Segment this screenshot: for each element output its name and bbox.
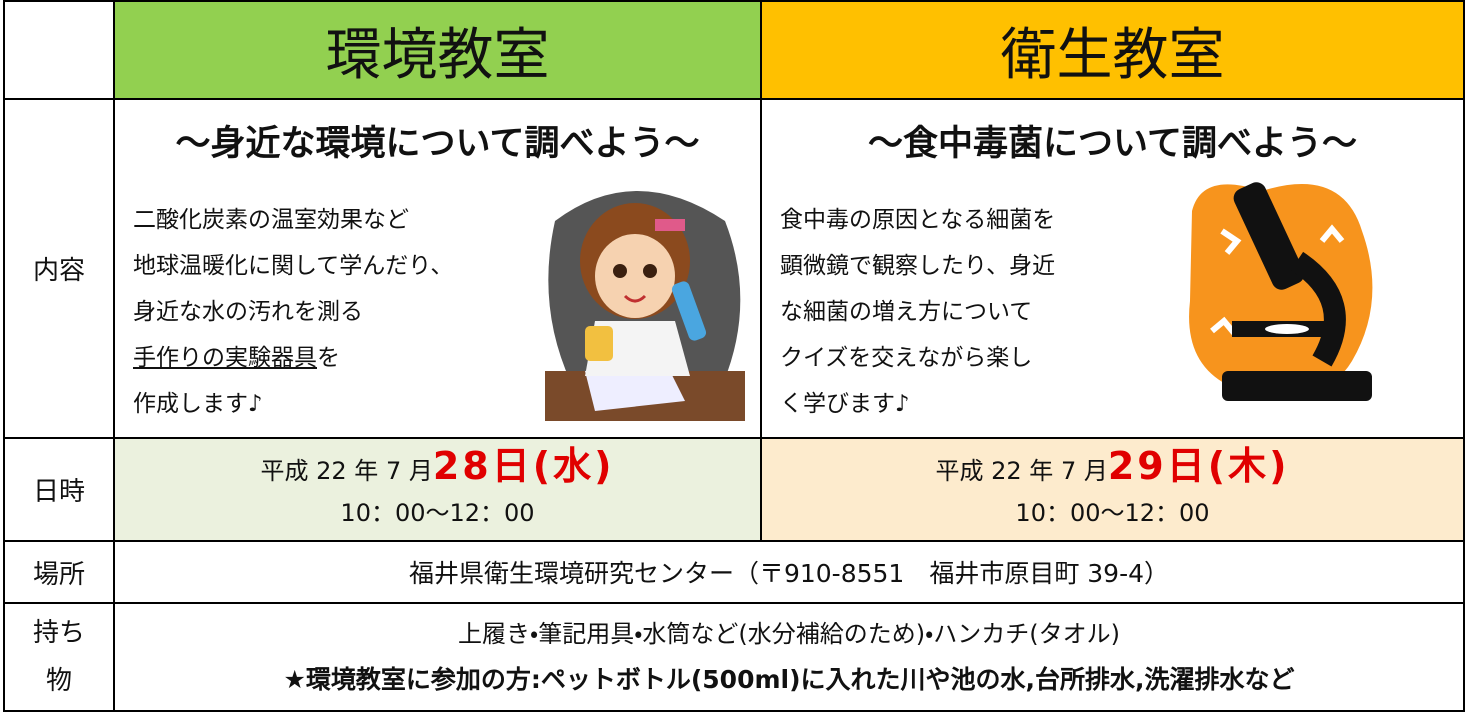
- time: 10：00～12：00: [1015, 499, 1210, 527]
- content-environment: ～身近な環境について調べよう～ 二酸化炭素の温室効果など 地球温暖化に関して学ん…: [113, 98, 762, 439]
- row-label: 持ち物: [3, 602, 115, 712]
- date-line: 平成 22 年 7 月29日(木): [762, 445, 1463, 492]
- underlined-text: 手作りの実験器具: [133, 345, 317, 371]
- line: 地球温暖化に関して学んだり、: [133, 253, 454, 279]
- line: 身近な水の汚れを測る: [133, 299, 363, 325]
- line: 手作りの実験器具を: [133, 335, 453, 381]
- item-note: ★環境教室に参加の方:ペットボトル(500ml)に入れた川や池の水,台所排水,洗…: [283, 665, 1295, 694]
- line: 顕微鏡で観察したり、身近: [780, 253, 1056, 279]
- description: 食中毒の原因となる細菌を 顕微鏡で観察したり、身近 な細菌の増え方について クイ…: [780, 197, 1055, 427]
- date-hygiene: 平成 22 年 7 月29日(木) 10：00～12：00: [760, 437, 1465, 542]
- content-hygiene: ～食中毒菌について調べよう～ 食中毒の原因となる細菌を 顕微鏡で観察したり、身近…: [760, 98, 1465, 439]
- place-row: 場所 福井県衛生環境研究センター（〒910-8551 福井市原目町 39-4）: [3, 540, 1465, 604]
- microscope-illustration: [1189, 182, 1373, 401]
- heading: ～食中毒菌について調べよう～: [868, 124, 1357, 164]
- line: く学びます♪: [780, 391, 910, 417]
- date-environment: 平成 22 年 7 月28日(水) 10：00～12：00: [113, 437, 762, 542]
- date-row: 日時 平成 22 年 7 月28日(水) 10：00～12：00 平成 22 年…: [3, 437, 1465, 542]
- time: 10：00～12：00: [340, 499, 535, 527]
- row-label: 場所: [3, 540, 115, 604]
- row-label: 内容: [3, 98, 115, 439]
- content-row: 内容 ～身近な環境について調べよう～ 二酸化炭素の温室効果など 地球温暖化に関し…: [3, 98, 1465, 439]
- date-day: 28日(水): [432, 444, 615, 488]
- row-label: 日時: [3, 437, 115, 542]
- header-environment: 環境教室: [113, 0, 762, 100]
- date-prefix: 平成 22 年 7 月: [935, 457, 1108, 485]
- place: 福井県衛生環境研究センター（〒910-8551 福井市原目町 39-4）: [113, 540, 1465, 604]
- line: 食中毒の原因となる細菌を: [780, 207, 1056, 233]
- line: 作成します♪: [133, 391, 263, 417]
- date-day: 29日(木): [1107, 444, 1290, 488]
- flyer-table: 環境教室 衛生教室 内容 ～身近な環境について調べよう～ 二酸化炭素の温室効果な…: [3, 0, 1465, 712]
- line: クイズを交えながら楽し: [780, 345, 1033, 371]
- header-row: 環境教室 衛生教室: [3, 0, 1465, 100]
- date-prefix: 平成 22 年 7 月: [260, 457, 433, 485]
- description: 二酸化炭素の温室効果など 地球温暖化に関して学んだり、 身近な水の汚れを測る 手…: [133, 197, 453, 427]
- items-row: 持ち物 上履き・筆記用具・水筒など(水分補給のため)・ハンカチ(タオル) ★環境…: [3, 602, 1465, 712]
- items: 上履き・筆記用具・水筒など(水分補給のため)・ハンカチ(タオル) ★環境教室に参…: [113, 602, 1465, 712]
- line: な細菌の増え方について: [780, 299, 1033, 325]
- heading: ～身近な環境について調べよう～: [175, 124, 700, 164]
- header-hygiene: 衛生教室: [760, 0, 1465, 100]
- line: 二酸化炭素の温室効果など: [133, 207, 409, 233]
- text: を: [317, 345, 340, 371]
- date-line: 平成 22 年 7 月28日(水): [115, 445, 760, 492]
- corner-cell: [3, 0, 115, 100]
- scientist-illustration: [545, 191, 745, 421]
- item-line: 上履き・筆記用具・水筒など(水分補給のため)・ハンカチ(タオル): [458, 620, 1120, 648]
